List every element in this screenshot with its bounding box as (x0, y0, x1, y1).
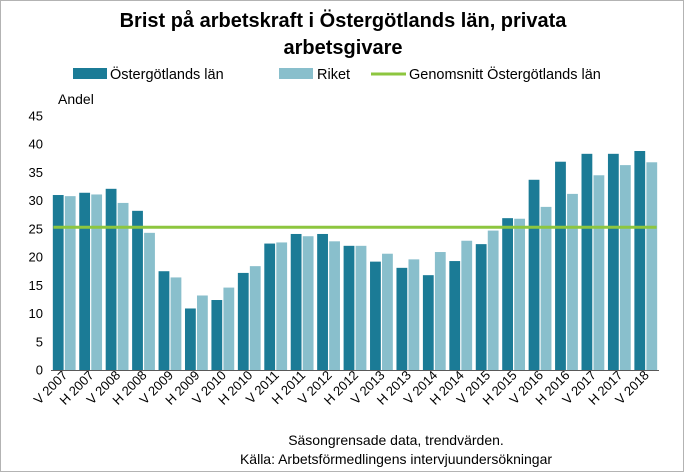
bar-riket (117, 202, 129, 370)
bar-riket (593, 175, 605, 370)
legend: Östergötlands län Riket Genomsnitt Öster… (73, 65, 601, 83)
y-axis-ticks: 0 5 10 15 20 25 30 35 40 45 (29, 109, 43, 378)
bar-ostergotland (343, 245, 355, 370)
y-tick-label: 0 (36, 363, 43, 378)
bar-ostergotland (184, 308, 196, 370)
legend-label-ostergotland: Östergötlands län (110, 65, 224, 83)
bar-riket (276, 242, 288, 370)
bar-riket (144, 232, 155, 370)
bar-ostergotland (79, 192, 91, 370)
legend-label-riket: Riket (317, 67, 350, 83)
bar-ostergotland (370, 261, 381, 370)
bar-riket (540, 206, 552, 370)
bar-riket (567, 193, 578, 370)
bar-riket (196, 295, 208, 370)
bar-riket (382, 253, 393, 370)
bar-riket (355, 245, 367, 370)
bar-riket (170, 277, 182, 370)
bar-ostergotland (449, 261, 461, 370)
y-tick-label: 35 (29, 165, 43, 180)
y-tick-label: 25 (29, 221, 43, 236)
y-tick-label: 30 (29, 193, 43, 208)
bar-ostergotland (581, 153, 593, 370)
legend-swatch-ostergotland (73, 68, 107, 79)
y-tick-label: 10 (29, 306, 43, 321)
bar-ostergotland (132, 210, 143, 370)
bar-ostergotland (52, 195, 64, 370)
bar-riket (434, 252, 446, 370)
caption-line-1: Säsongrensade data, trendvärden. (288, 432, 504, 448)
bar-ostergotland (475, 244, 487, 370)
bar-ostergotland (607, 153, 619, 370)
bars (52, 151, 658, 370)
bar-riket (514, 218, 526, 370)
chart-title-line-2: arbetsgivare (284, 37, 403, 59)
bar-riket (408, 259, 420, 370)
chart-title-line-1: Brist på arbetskraft i Östergötlands län… (120, 9, 568, 32)
bar-riket (461, 240, 473, 370)
bar-ostergotland (237, 272, 249, 370)
caption-line-2: Källa: Arbetsförmedlingens intervjuunder… (240, 451, 552, 467)
bar-ostergotland (290, 233, 302, 370)
y-tick-label: 40 (29, 137, 43, 152)
bar-ostergotland (555, 161, 566, 370)
legend-swatch-riket (279, 68, 313, 79)
bar-ostergotland (317, 233, 328, 370)
bar-ostergotland (634, 151, 646, 370)
y-tick-label: 20 (29, 250, 43, 265)
bar-ostergotland (158, 271, 170, 370)
bar-riket (249, 266, 261, 370)
bar-riket (619, 165, 631, 370)
bar-ostergotland (396, 267, 408, 370)
bar-riket (646, 162, 658, 370)
bar-ostergotland (422, 275, 434, 370)
bar-riket (91, 194, 103, 370)
bar-ostergotland (502, 218, 514, 370)
y-tick-label: 15 (29, 278, 43, 293)
legend-label-average: Genomsnitt Östergötlands län (409, 65, 601, 83)
bar-ostergotland (105, 188, 117, 370)
bar-riket (302, 236, 314, 370)
bar-ostergotland (211, 300, 223, 370)
bar-ostergotland (264, 243, 276, 370)
bar-riket (329, 241, 340, 370)
bar-riket (223, 287, 235, 370)
y-tick-label: 45 (29, 109, 43, 124)
bar-riket (64, 196, 76, 370)
y-axis-label: Andel (58, 91, 94, 107)
y-tick-label: 5 (36, 334, 43, 349)
bar-riket (487, 230, 499, 370)
bar-ostergotland (528, 179, 540, 370)
